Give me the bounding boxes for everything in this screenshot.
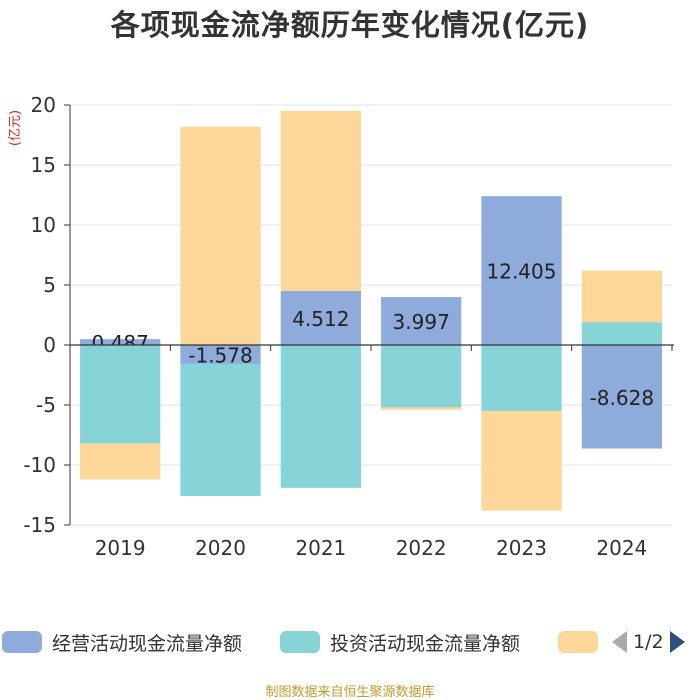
x-tick-label: 2021 <box>295 536 346 560</box>
bar-s2-2019 <box>80 443 161 480</box>
legend-pager: 1/2 <box>612 626 685 658</box>
bar-s0-2023 <box>481 196 562 345</box>
y-tick-label: -10 <box>23 453 56 477</box>
bar-s0-2021 <box>280 290 361 345</box>
legend-item-financing[interactable] <box>558 626 608 658</box>
bar-s1-2022 <box>381 345 462 408</box>
data-label-2024: -8.628 <box>590 386 654 410</box>
bar-s2-2022 <box>381 407 462 410</box>
data-label-2023: 12.405 <box>487 260 557 284</box>
data-label-2022: 3.997 <box>393 310 450 334</box>
bar-s1-2023 <box>481 345 562 411</box>
data-label-2021: 4.512 <box>292 307 349 331</box>
bar-s0-2019 <box>80 339 161 345</box>
bar-s0-2020 <box>180 345 261 364</box>
bar-s2-2023 <box>481 411 562 511</box>
pager-text: 1/2 <box>633 631 664 653</box>
legend-swatch-investing <box>280 631 320 653</box>
chart-title: 各项现金流净额历年变化情况(亿元) <box>110 8 590 42</box>
bar-s0-2022 <box>381 297 462 345</box>
bar-s2-2020 <box>180 126 261 345</box>
source-note: 制图数据来自恒生聚源数据库 <box>265 685 435 700</box>
data-label-2020: -1.578 <box>188 343 252 367</box>
y-tick-label: 5 <box>43 273 56 297</box>
bar-s1-2020 <box>180 363 261 496</box>
legend-swatch-operating <box>2 631 42 653</box>
bar-s1-2024 <box>581 322 662 345</box>
legend-label-investing: 投资活动现金流量净额 <box>330 632 521 655</box>
x-tick-label: 2019 <box>95 536 146 560</box>
x-tick-label: 2022 <box>396 536 447 560</box>
bar-s1-2019 <box>80 345 161 444</box>
bar-s0-2024 <box>581 345 662 449</box>
y-tick-label: 0 <box>43 333 56 357</box>
x-tick-label: 2023 <box>496 536 547 560</box>
bar-s2-2021 <box>280 110 361 291</box>
y-tick-label: -15 <box>23 513 56 537</box>
legend: 经营活动现金流量净额 投资活动现金流量净额 <box>0 626 700 658</box>
bar-s1-2021 <box>280 345 361 488</box>
y-tick-label: 20 <box>31 93 56 117</box>
y-tick-label: 10 <box>31 213 56 237</box>
bar-s2-2024 <box>581 270 662 323</box>
y-tick-label: 15 <box>31 153 56 177</box>
pager-prev-icon[interactable] <box>612 631 627 653</box>
legend-swatch-financing <box>558 631 598 653</box>
y-axis-unit-label: (亿元) <box>8 110 23 146</box>
x-tick-label: 2024 <box>596 536 647 560</box>
legend-item-operating[interactable]: 经营活动现金流量净额 <box>2 626 242 658</box>
x-tick-label: 2020 <box>195 536 246 560</box>
legend-item-investing[interactable]: 投资活动现金流量净额 <box>280 626 520 658</box>
pager-next-icon[interactable] <box>669 631 685 653</box>
y-tick-label: -5 <box>36 393 56 417</box>
legend-label-operating: 经营活动现金流量净额 <box>52 632 243 655</box>
